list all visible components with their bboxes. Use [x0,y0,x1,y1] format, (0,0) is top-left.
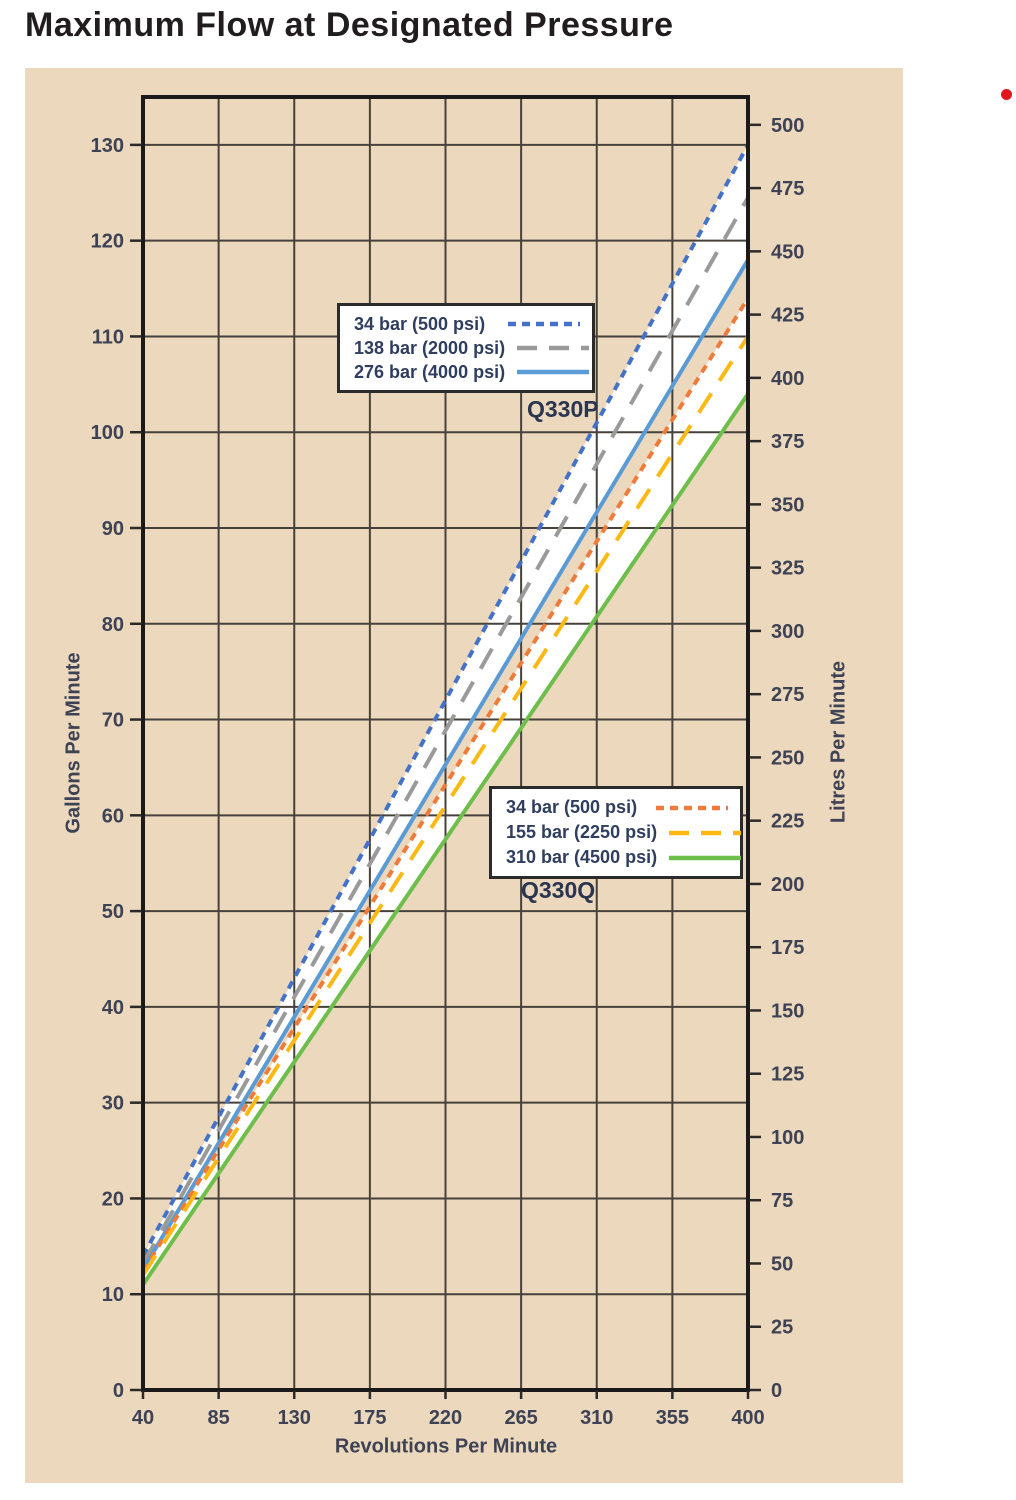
legend-item: 34 bar (500 psi) [506,797,730,818]
right-axis-tick-label: 200 [771,874,804,896]
right-axis-tick-label: 25 [771,1317,793,1339]
right-axis-tick-label: 450 [771,241,804,263]
right-axis-tick-label: 500 [771,115,804,137]
plot-border [141,95,750,1392]
right-axis-tick-label: 475 [771,178,804,200]
series-line-q330q-5 [141,392,750,1286]
legend-item: 310 bar (4500 psi) [506,847,742,868]
legend-item: 138 bar (2000 psi) [354,337,590,359]
right-axis-tick-label: 225 [771,811,804,833]
x-axis-tick-label: 355 [656,1407,689,1429]
right-axis-tick-label: 400 [771,368,804,390]
right-axis-tick-label: 350 [771,494,804,516]
left-axis-tick-label: 20 [102,1188,124,1210]
left-axis-tick-label: 100 [91,422,124,444]
right-axis-tick-label: 425 [771,305,804,327]
series-line-q330q-4 [141,335,750,1277]
x-axis-tick-label: 40 [132,1407,154,1429]
series-group-label-q330p: Q330P [527,396,599,422]
right-axis-tick-label: 300 [771,621,804,643]
x-axis-tick-label: 85 [208,1407,230,1429]
x-axis-title: Revolutions Per Minute [334,1435,558,1458]
legend-item: 155 bar (2250 psi) [506,822,742,843]
x-axis-tick-label: 130 [278,1407,311,1429]
left-axis-tick-label: 10 [102,1284,124,1306]
legend-q330p: 34 bar (500 psi) 138 bar (2000 psi) 276 ba… [337,303,595,393]
legend-swatch-solid-line [669,855,742,860]
right-axis-tick-label: 125 [771,1064,804,1086]
series-line-q330p-0 [141,143,750,1257]
series-line-q330p-2 [141,258,750,1271]
left-axis-tick-label: 80 [102,614,124,636]
legend-swatch-short-line [656,805,728,810]
right-axis-tick-label: 50 [771,1253,793,1275]
left-axis-tick-label: 110 [92,326,124,348]
series-line-q330p-1 [141,196,750,1265]
legend-item-label: 34 bar (500 psi) [354,313,486,334]
right-axis-tick-label: 175 [771,937,804,959]
left-axis-tick-label: 90 [102,518,124,540]
right-axis-tick-label: 250 [771,747,804,769]
legend-item-label: 155 bar (2250 psi) [506,822,658,842]
right-axis-tick-label: 100 [771,1127,804,1149]
x-axis-tick-label: 265 [504,1407,537,1429]
legend-swatch-long-line [517,345,590,351]
right-axis-tick-label: 325 [771,558,804,580]
right-axis-title: Litres Per Minute [827,660,850,824]
legend-item-label: 138 bar (2000 psi) [354,337,506,358]
red-dot-bullet [1001,89,1012,100]
legend-q330q: 34 bar (500 psi) 155 bar (2250 psi) 310 ba… [489,786,743,879]
legend-item-label: 310 bar (4500 psi) [506,847,658,867]
legend-item-label: 276 bar (4000 psi) [354,361,506,382]
left-axis-tick-label: 0 [113,1380,124,1402]
left-axis-tick-label: 130 [91,135,124,157]
series-group-label-q330q: Q330Q [521,877,596,903]
right-axis-tick-label: 275 [771,684,804,706]
left-axis-tick-label: 40 [102,997,124,1019]
legend-swatch-solid-line [517,369,590,375]
legend-item-label: 34 bar (500 psi) [506,797,638,817]
legend-item: 34 bar (500 psi) [354,314,582,335]
legend-item: 276 bar (4000 psi) [354,361,590,383]
right-axis-tick-label: 75 [771,1190,793,1212]
page-title: Maximum Flow at Designated Pressure [25,6,674,44]
left-axis-tick-label: 120 [91,231,124,253]
left-axis-title: Gallons Per Minute [62,652,85,834]
right-axis-tick-label: 0 [771,1380,782,1402]
right-axis-tick-label: 150 [771,1000,804,1022]
legend-swatch-long-line [669,830,742,835]
series-line-q330q-3 [141,297,750,1273]
x-axis-tick-label: 175 [353,1407,386,1429]
left-axis-tick-label: 60 [102,805,124,827]
legend-swatch-short-line [508,321,580,327]
x-axis-tick-label: 220 [429,1407,462,1429]
right-axis-tick-label: 375 [771,431,804,453]
left-axis-tick-label: 30 [102,1093,124,1115]
x-axis-tick-label: 400 [731,1407,764,1429]
left-axis-tick-label: 70 [102,710,124,732]
left-axis-tick-label: 50 [102,901,124,923]
x-axis-tick-label: 310 [580,1407,613,1429]
